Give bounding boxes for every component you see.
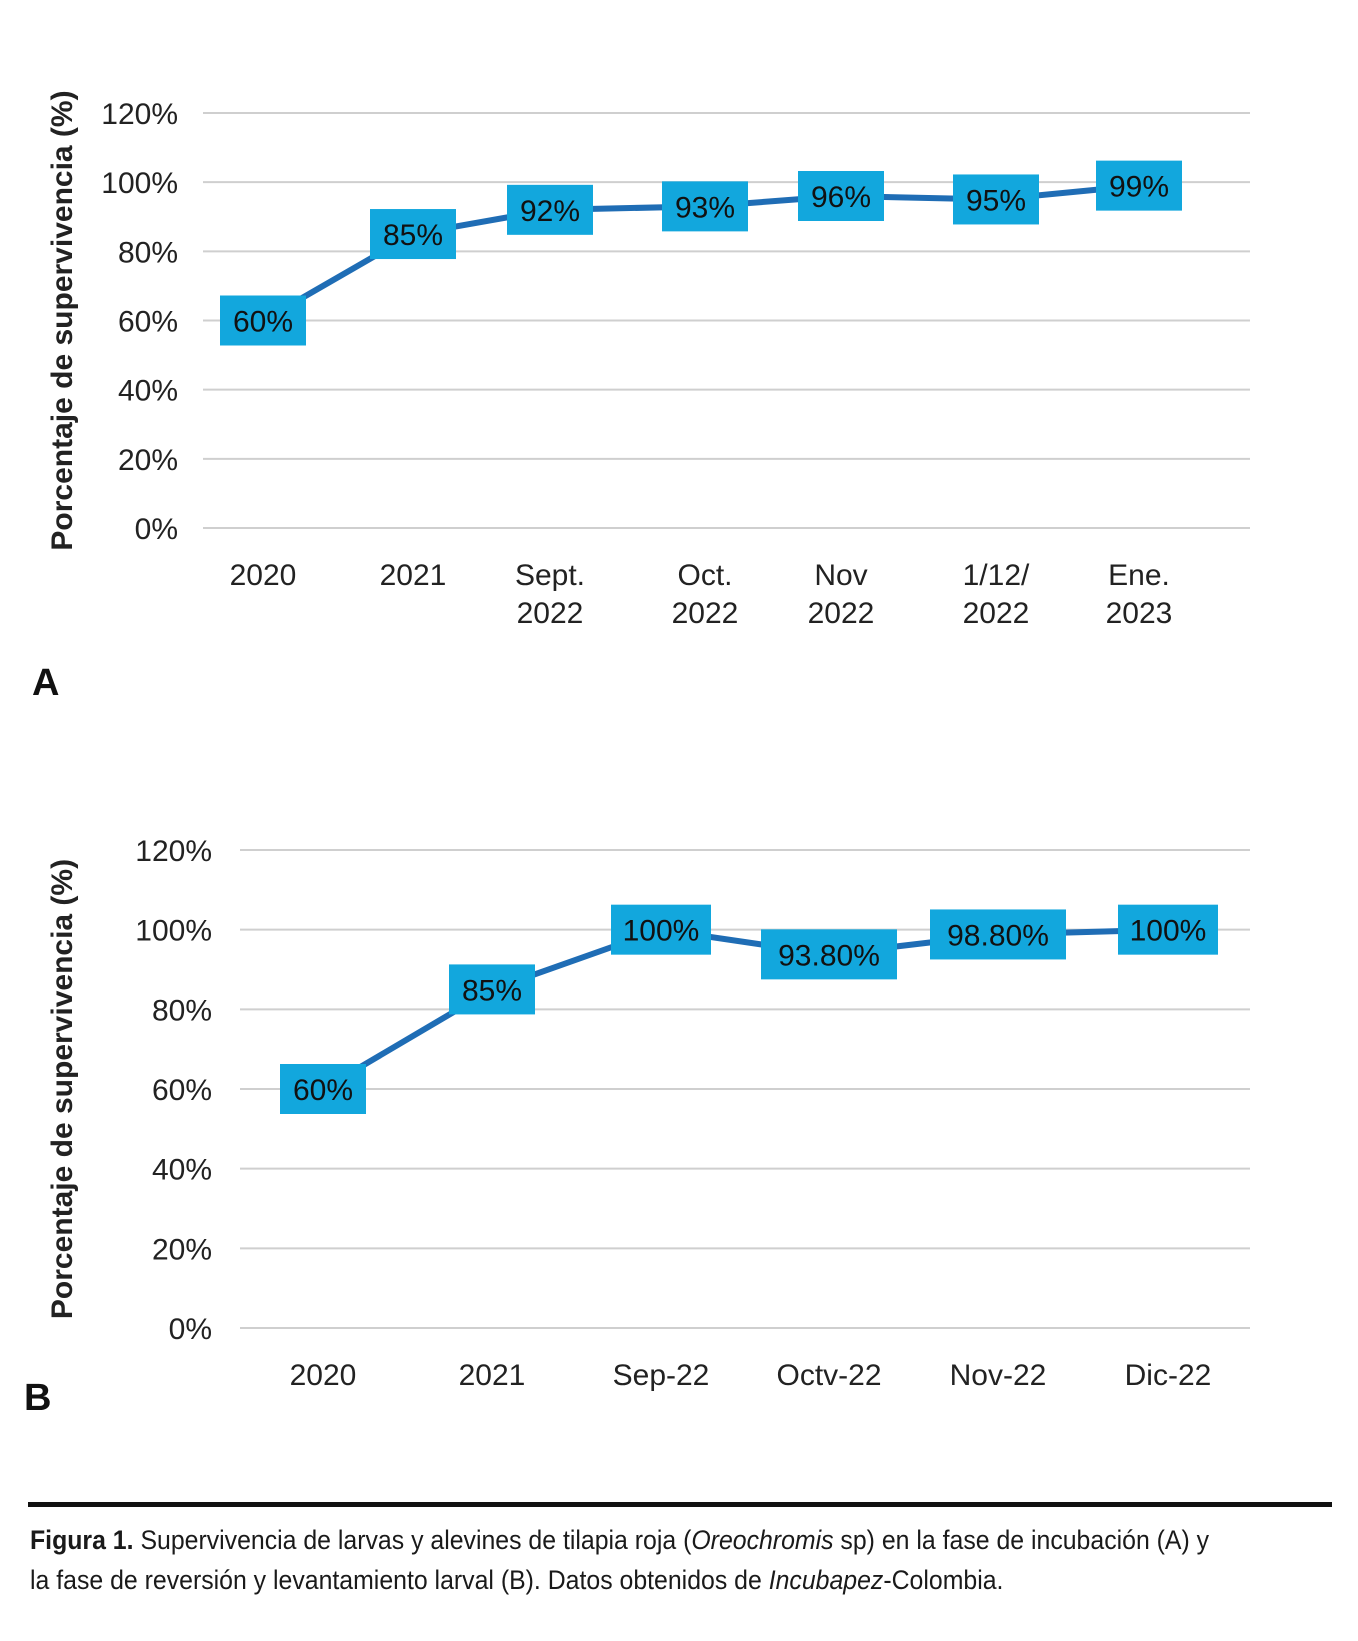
- chart-a-x-tick-label: Nov: [814, 559, 867, 592]
- chart-b-data-label-box: [280, 1064, 366, 1114]
- chart-a-x-tick-label: 2020: [230, 559, 297, 592]
- chart-b-y-tick-label: 40%: [152, 1154, 212, 1187]
- chart-b-x-tick-label: Sep-22: [613, 1359, 710, 1392]
- chart-a-x-tick-label: Sept.: [515, 559, 585, 592]
- chart-b-data-label: 93.80%: [778, 939, 880, 972]
- chart-a-data-label-box: [953, 174, 1039, 225]
- chart-b-panel-letter: B: [24, 1377, 51, 1419]
- chart-a-y-tick-label: 100%: [101, 167, 178, 200]
- chart-a-data-label-box: [507, 184, 593, 235]
- chart-b-data-label-box: [449, 964, 535, 1015]
- chart-a-x-tick-label: 2023: [1106, 597, 1173, 630]
- chart-a-x-tick-label: 2022: [808, 597, 875, 630]
- chart-a-data-label: 85%: [383, 219, 443, 252]
- chart-b-data-label: 60%: [293, 1074, 353, 1107]
- chart-a-data-label-box: [662, 181, 748, 232]
- chart-b-y-tick-label: 100%: [135, 915, 212, 948]
- chart-a-y-tick-label: 40%: [118, 375, 178, 408]
- chart-a-x-tick-label: Oct.: [677, 559, 732, 592]
- chart-a-y-tick-label: 120%: [101, 98, 178, 131]
- chart-a-y-tick-label: 80%: [118, 236, 178, 269]
- caption-text-2b: -Colombia.: [883, 1565, 1004, 1595]
- chart-b-x-tick-label: Octv-22: [776, 1359, 881, 1392]
- chart-a-x-tick-label: Ene.: [1108, 559, 1170, 592]
- chart-b-data-label-box: [930, 909, 1066, 960]
- chart-b-y-tick-label: 0%: [169, 1313, 212, 1346]
- chart-a-data-label-box: [370, 209, 456, 260]
- chart-a-x-tick-label: 2021: [380, 559, 447, 592]
- figure-caption: Figura 1. Supervivencia de larvas y alev…: [30, 1520, 1226, 1600]
- chart-a-x-tick-label: 1/12/: [963, 559, 1030, 592]
- caption-text-1a: Supervivencia de larvas y alevines de ti…: [140, 1525, 692, 1555]
- chart-b-x-tick-label: 2020: [290, 1359, 357, 1392]
- chart-b-data-label-box: [1118, 904, 1218, 955]
- chart-a-data-label: 95%: [966, 184, 1026, 217]
- chart-b-y-tick-label: 20%: [152, 1233, 212, 1266]
- caption-italic-genus: Oreochromis: [691, 1525, 834, 1555]
- chart-b-data-label: 98.80%: [947, 919, 1049, 952]
- chart-a-x-tick-label: 2022: [672, 597, 739, 630]
- chart-a-y-tick-label: 20%: [118, 444, 178, 477]
- chart-a-y-axis-label: Porcentaje de supervivencia (%): [46, 90, 79, 550]
- chart-a-data-label: 96%: [811, 181, 871, 214]
- chart-b-x-tick-label: 2021: [459, 1359, 526, 1392]
- chart-b-data-label-box: [761, 929, 897, 980]
- chart-b-y-tick-label: 60%: [152, 1074, 212, 1107]
- chart-b-data-label: 100%: [623, 915, 700, 948]
- caption-label: Figura 1.: [30, 1525, 134, 1555]
- chart-b-data-label: 100%: [1130, 915, 1207, 948]
- chart-a-x-tick-label: 2022: [517, 597, 584, 630]
- caption-italic-source: Incubapez: [768, 1565, 884, 1595]
- chart-a-data-label: 99%: [1109, 171, 1169, 204]
- chart-a-y-tick-label: 0%: [135, 513, 178, 546]
- chart-b-y-tick-label: 120%: [135, 835, 212, 868]
- chart-a-y-tick-label: 60%: [118, 306, 178, 339]
- chart-b-x-tick-label: Nov-22: [950, 1359, 1047, 1392]
- chart-a-data-label: 92%: [520, 195, 580, 228]
- chart-a-data-label-box: [1096, 160, 1182, 211]
- chart-b-y-tick-label: 80%: [152, 994, 212, 1027]
- chart-a-data-label-box: [220, 295, 306, 346]
- chart-a-data-label: 93%: [675, 191, 735, 224]
- caption-text-2a: la fase de reversión y levantamiento lar…: [30, 1565, 769, 1595]
- caption-rule: [28, 1502, 1332, 1507]
- figure-charts: 0% 20% 40% 60% 80% 100% 120% Porcentaje de supe…: [24, 90, 1250, 1419]
- chart-b-x-tick-label: Dic-22: [1125, 1359, 1212, 1392]
- chart-a-data-label: 60%: [233, 306, 293, 339]
- chart-b-data-label: 85%: [462, 974, 522, 1007]
- chart-b-y-axis-label: Porcentaje de supervivencia (%): [46, 859, 79, 1319]
- caption-text-1b: sp) en la fase de incubación (A) y: [833, 1525, 1210, 1555]
- chart-a-x-tick-label: 2022: [963, 597, 1030, 630]
- chart-a-panel-letter: A: [32, 662, 59, 704]
- chart-b-data-label-box: [611, 904, 711, 955]
- chart-a-data-label-box: [798, 171, 884, 221]
